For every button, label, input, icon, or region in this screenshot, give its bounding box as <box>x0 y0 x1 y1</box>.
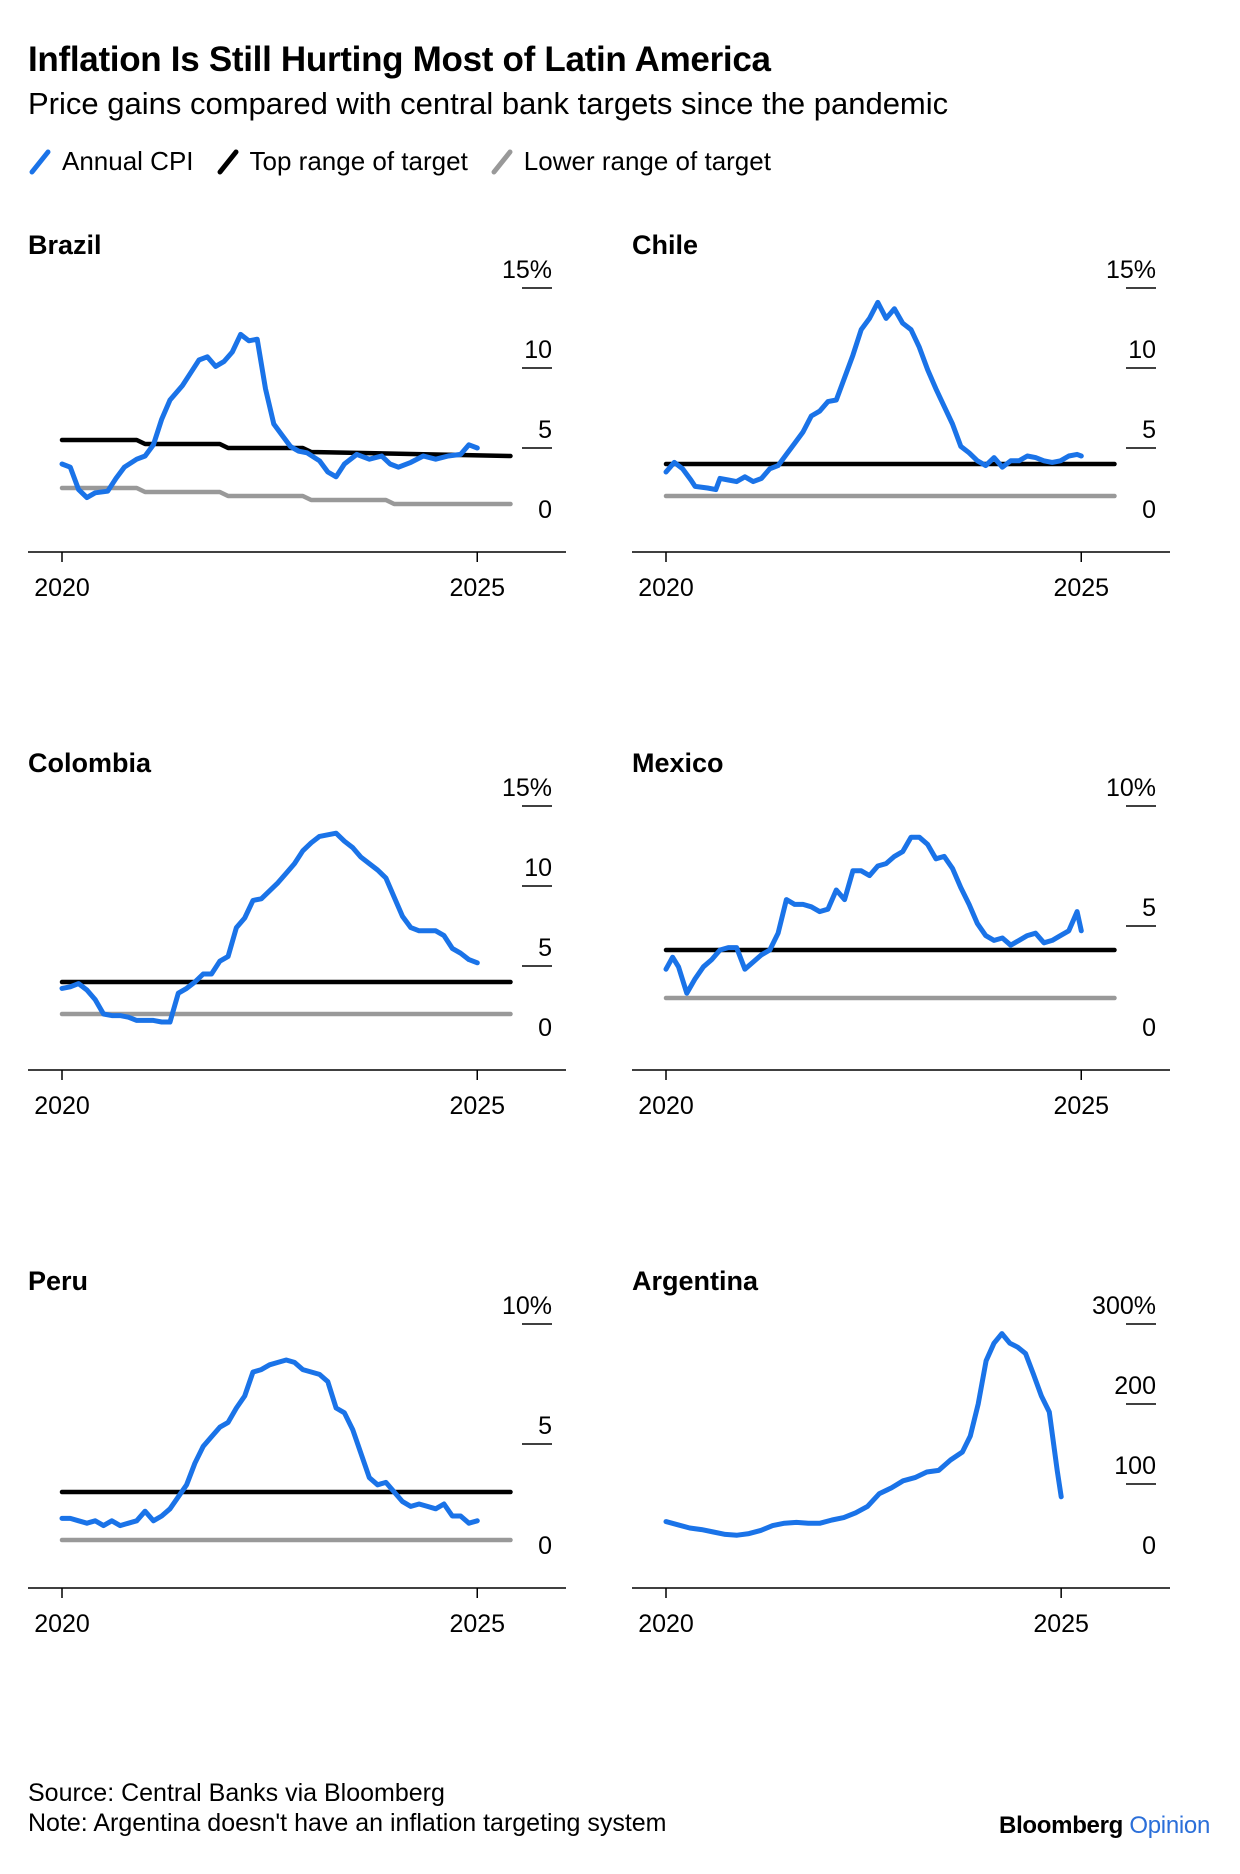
y-tick-label-chile: 5 <box>1142 416 1156 444</box>
plot-colombia: 0 5 10 15% 2020 2025 <box>28 774 566 1120</box>
top-target-line-brazil <box>59 437 513 459</box>
y-tick-label-argentina: 200 <box>1114 1372 1156 1400</box>
cpi-line-colombia <box>59 830 480 1025</box>
y-tick-label-peru: 5 <box>538 1412 552 1440</box>
x-tick-label-chile: 2020 <box>638 574 694 602</box>
brand-name: Bloomberg <box>999 1812 1123 1839</box>
legend-item-cpi: Annual CPI <box>28 146 194 177</box>
x-tick-label-brazil: 2025 <box>449 574 505 602</box>
panel-title-mexico: Mexico <box>632 748 724 778</box>
plot-peru: 0 5 10% 2020 2025 <box>28 1292 566 1638</box>
brand-logo: Bloomberg Opinion <box>999 1812 1210 1840</box>
x-tick-label-argentina: 2020 <box>638 1610 694 1638</box>
y-tick-label-chile: 15% <box>1106 256 1156 284</box>
chart-subtitle: Price gains compared with central bank t… <box>28 86 949 121</box>
legend-swatch-cpi <box>29 149 51 174</box>
x-tick-label-peru: 2020 <box>34 1610 90 1638</box>
plot-brazil: 0 5 10 15% 2020 2025 <box>28 256 566 602</box>
y-tick-label-brazil: 5 <box>538 416 552 444</box>
plot-chile: 0 5 10 15% 2020 2025 <box>632 256 1170 602</box>
y-tick-label-peru: 0 <box>538 1532 552 1560</box>
x-tick-label-brazil: 2020 <box>34 574 90 602</box>
panel-chile: Chile 0 5 10 15% 2020 2025 <box>632 230 1192 690</box>
y-tick-label-brazil: 0 <box>538 496 552 524</box>
panel-title-brazil: Brazil <box>28 230 102 260</box>
y-tick-label-mexico: 5 <box>1142 894 1156 922</box>
panel-title-argentina: Argentina <box>632 1266 759 1296</box>
footer: Source: Central Banks via Bloomberg Note… <box>28 1778 667 1838</box>
y-tick-label-argentina: 0 <box>1142 1532 1156 1560</box>
y-tick-label-colombia: 10 <box>524 854 552 882</box>
cpi-line-argentina <box>663 1331 1064 1538</box>
source-note: Source: Central Banks via Bloomberg <box>28 1779 445 1807</box>
y-tick-label-colombia: 15% <box>502 774 552 802</box>
cpi-line-brazil <box>59 331 480 501</box>
y-tick-label-mexico: 10% <box>1106 774 1156 802</box>
panel-brazil: Brazil 0 5 10 15% 2020 2025 <box>28 230 588 690</box>
x-tick-label-chile: 2025 <box>1053 574 1109 602</box>
panel-colombia: Colombia 0 5 10 15% 2020 2025 <box>28 748 588 1208</box>
panel-title-colombia: Colombia <box>28 748 152 778</box>
x-tick-label-mexico: 2025 <box>1053 1092 1109 1120</box>
brand-suffix: Opinion <box>1129 1812 1210 1839</box>
cpi-line-peru <box>59 1357 480 1529</box>
plot-mexico: 0 5 10% 2020 2025 <box>632 774 1170 1120</box>
legend-label-top-target: Top range of target <box>249 146 468 176</box>
plot-argentina: 0 100 200 300% 2020 2025 <box>632 1292 1170 1638</box>
x-tick-label-colombia: 2025 <box>449 1092 505 1120</box>
legend-item-lower-target: Lower range of target <box>490 146 771 177</box>
y-tick-label-colombia: 5 <box>538 934 552 962</box>
legend-label-cpi: Annual CPI <box>62 146 194 176</box>
y-tick-label-peru: 10% <box>502 1292 552 1320</box>
y-tick-label-chile: 0 <box>1142 496 1156 524</box>
y-tick-label-brazil: 10 <box>524 336 552 364</box>
x-tick-label-mexico: 2020 <box>638 1092 694 1120</box>
y-tick-label-mexico: 0 <box>1142 1014 1156 1042</box>
legend-swatch-lower-target <box>491 149 513 174</box>
y-tick-label-colombia: 0 <box>538 1014 552 1042</box>
lower-target-line-brazil <box>59 485 513 507</box>
legend-label-lower-target: Lower range of target <box>523 146 771 176</box>
footnote: Note: Argentina doesn't have an inflatio… <box>28 1809 667 1837</box>
y-tick-label-chile: 10 <box>1128 336 1156 364</box>
y-tick-label-argentina: 100 <box>1114 1452 1156 1480</box>
cpi-line-chile <box>663 299 1084 493</box>
x-tick-label-argentina: 2025 <box>1033 1610 1089 1638</box>
chart-title: Inflation Is Still Hurting Most of Latin… <box>28 40 771 79</box>
panel-mexico: Mexico 0 5 10% 2020 2025 <box>632 748 1192 1208</box>
panel-title-chile: Chile <box>632 230 699 260</box>
y-tick-label-argentina: 300% <box>1092 1292 1156 1320</box>
x-tick-label-peru: 2025 <box>449 1610 505 1638</box>
x-tick-label-colombia: 2020 <box>34 1092 90 1120</box>
panel-title-peru: Peru <box>28 1266 89 1296</box>
legend: Annual CPI Top range of target Lower ran… <box>28 146 793 177</box>
legend-item-top-target: Top range of target <box>216 146 468 177</box>
panel-peru: Peru 0 5 10% 2020 2025 <box>28 1266 588 1726</box>
panel-argentina: Argentina 0 100 200 300% 2020 2025 <box>632 1266 1192 1726</box>
cpi-line-mexico <box>663 834 1084 996</box>
y-tick-label-brazil: 15% <box>502 256 552 284</box>
legend-swatch-top-target <box>217 149 239 174</box>
